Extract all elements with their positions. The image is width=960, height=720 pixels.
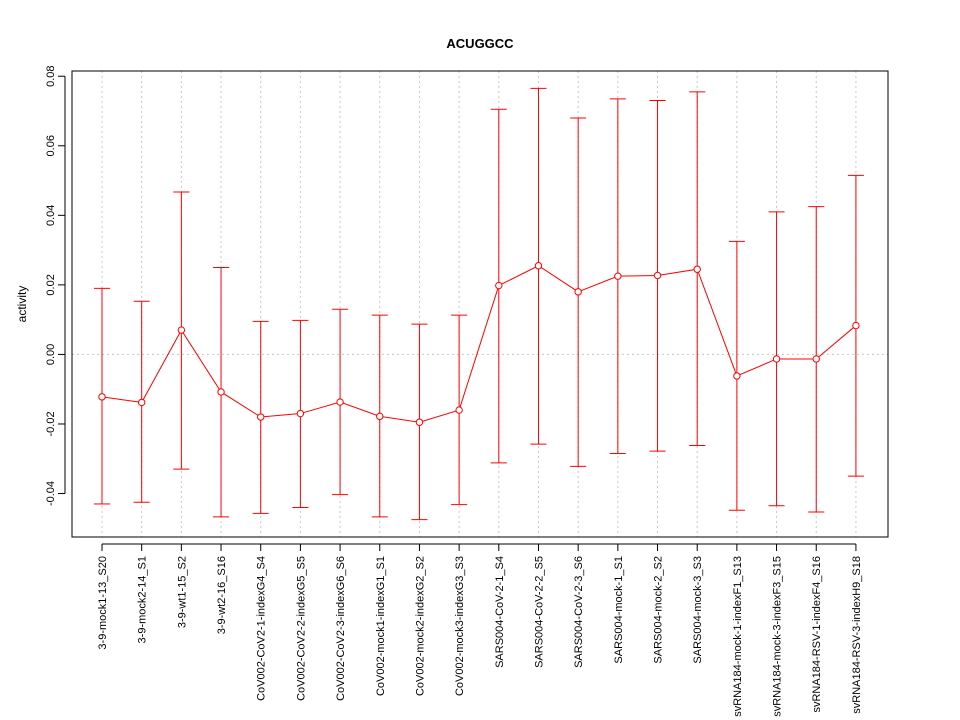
plot-frame	[71, 70, 889, 538]
data-point	[772, 355, 781, 363]
data-point	[217, 388, 225, 396]
data-point	[574, 288, 582, 296]
grid	[72, 71, 888, 537]
y-tick-label: 0.06	[45, 135, 57, 156]
data-point	[257, 413, 265, 421]
data-point	[733, 372, 741, 380]
x-tick-label: 3-9-wt1-15_S2	[176, 556, 188, 628]
y-tick-label: 0.00	[45, 344, 57, 365]
y-axis-label: activity	[15, 286, 29, 323]
data-point	[614, 272, 622, 280]
x-tick-label: CoV002-mock3-indexG3_S3	[454, 556, 466, 696]
x-tick-label: svRNA184-RSV-3-indexH9_S18	[851, 556, 863, 714]
x-tick-label: SARS004-CoV-2-2_S5	[533, 556, 545, 668]
data-point	[336, 398, 344, 406]
data-point	[376, 412, 384, 421]
x-tick-label: SARS004-mock-3_S3	[692, 556, 704, 664]
data-point	[98, 393, 106, 401]
data-point	[693, 265, 701, 273]
x-tick-label: svRNA184-RSV-1-indexF4_S16	[811, 556, 823, 713]
x-tick-label: CoV002-CoV2-1-indexG4_S4	[256, 556, 268, 701]
data-point	[653, 271, 662, 280]
x-tick-label: CoV002-mock2-indexG2_S2	[414, 556, 426, 696]
y-axis: -0.04 -0.02 0.00 0.02 0.04 0.06 0.08	[45, 66, 66, 506]
y-tick-label: -0.04	[45, 481, 57, 506]
data-point	[852, 321, 860, 330]
error-bars	[94, 87, 864, 521]
x-tick-label: 3-9-mock1-13_S20	[97, 556, 109, 650]
data-point	[296, 409, 305, 418]
x-tick-label: SARS004-CoV-2-1_S4	[494, 556, 506, 668]
data-point	[137, 398, 146, 407]
y-tick-label: -0.02	[45, 411, 57, 436]
series	[98, 262, 860, 426]
data-point	[534, 262, 543, 270]
data-point	[455, 406, 463, 414]
x-tick-label: svRNA184-mock-1-indexF1_S13	[732, 556, 744, 717]
y-tick-label: 0.04	[45, 205, 57, 226]
x-tick-label: svRNA184-mock-3-indexF3_S15	[772, 556, 784, 717]
x-axis: 3-9-mock1-13_S20 3-9-mock2-14_S1 3-9-wt1-1…	[97, 543, 863, 717]
chart-title: ACUGGCC	[446, 36, 514, 51]
x-tick-label: SARS004-CoV-2-3_S6	[573, 556, 585, 668]
x-tick-label: CoV002-mock1-indexG1_S1	[375, 556, 387, 696]
series-line	[101, 265, 857, 423]
x-tick-label: 3-9-wt2-16_S16	[216, 556, 228, 634]
x-tick-label: 3-9-mock2-14_S1	[137, 556, 149, 643]
y-tick-label: 0.08	[45, 66, 57, 87]
x-tick-label: CoV002-CoV2-3-indexG6_S6	[335, 556, 347, 701]
data-point	[177, 326, 186, 334]
x-tick-label: SARS004-mock-2_S2	[653, 556, 665, 664]
data-point	[812, 355, 820, 363]
data-point	[495, 281, 503, 290]
x-tick-label: CoV002-CoV2-2-indexG5_S5	[295, 556, 307, 701]
x-tick-label: SARS004-mock-1_S1	[613, 556, 625, 664]
data-point	[415, 418, 424, 426]
y-tick-label: 0.02	[45, 274, 57, 295]
